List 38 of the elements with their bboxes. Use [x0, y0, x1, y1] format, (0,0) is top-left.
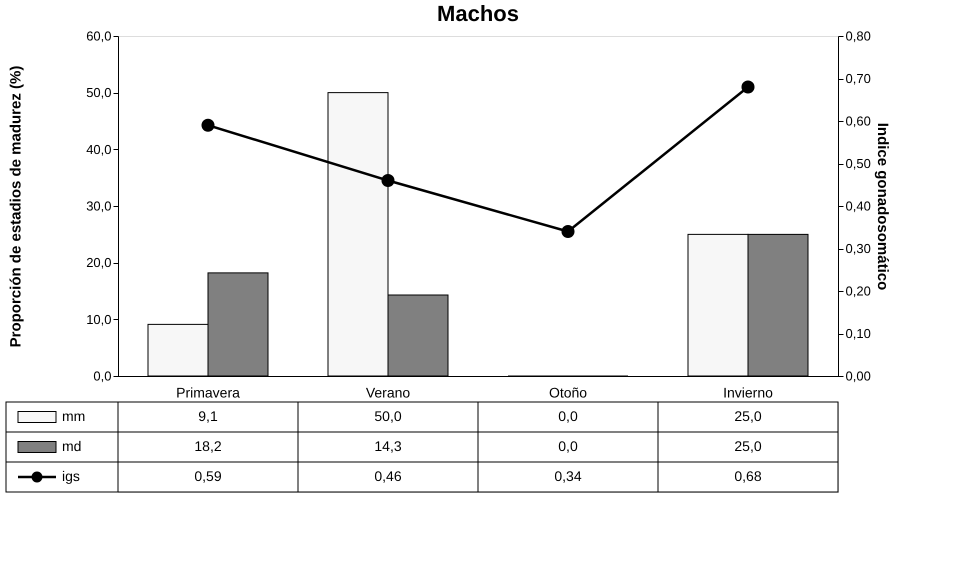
- y-tick-label: 60,0: [86, 28, 112, 44]
- legend-label: igs: [62, 468, 80, 484]
- legend-label: md: [62, 438, 82, 454]
- data-label: 0,46: [374, 468, 402, 484]
- y2-tick-label: 0,80: [846, 28, 871, 44]
- data-label: 18,2: [194, 438, 222, 454]
- y-tick-label: 30,0: [86, 198, 112, 214]
- chart-title: Machos: [437, 1, 519, 26]
- y-tick-label: 50,0: [86, 85, 112, 100]
- x-tick-label: Invierno: [723, 384, 774, 400]
- data-label: 9,1: [198, 408, 218, 424]
- legend-label: mm: [62, 408, 86, 424]
- y-tick-label: 0,0: [93, 368, 112, 384]
- y2-tick-label: 0,00: [846, 368, 871, 384]
- y2-tick-label: 0,40: [846, 198, 871, 214]
- y2-tick-label: 0,60: [846, 114, 871, 128]
- x-tick-label: Verano: [366, 384, 410, 400]
- data-label: 25,0: [734, 438, 762, 454]
- data-label: 50,0: [374, 408, 402, 424]
- y2-tick-label: 0,70: [846, 71, 871, 86]
- y-tick-label: 10,0: [86, 312, 112, 327]
- y2-tick-label: 0,10: [846, 326, 871, 341]
- y-tick-label: 40,0: [86, 142, 112, 157]
- data-label: 0,68: [734, 468, 762, 484]
- y2-tick-label: 0,30: [846, 241, 871, 256]
- data-label: 14,3: [374, 438, 402, 454]
- data-label: 0,0: [558, 438, 578, 454]
- x-tick-label: Otoño: [548, 384, 588, 400]
- data-label: 0,0: [558, 408, 578, 424]
- x-tick-label: Primavera: [176, 384, 240, 400]
- data-label: 0,34: [554, 468, 582, 484]
- y-tick-label: 20,0: [86, 255, 112, 270]
- y2-tick-label: 0,20: [846, 284, 871, 298]
- y-axis-title: Proporción de estadios de madurez (%): [8, 66, 24, 348]
- y2-axis-title: Indice gonadosomático: [874, 122, 891, 290]
- data-label: 0,59: [194, 468, 222, 484]
- y2-tick-label: 0,50: [846, 156, 871, 171]
- data-label: 25,0: [734, 408, 762, 424]
